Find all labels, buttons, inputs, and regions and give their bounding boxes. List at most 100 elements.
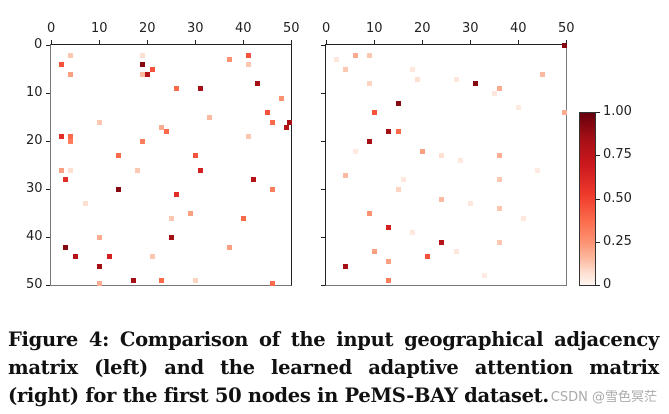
heatmap-cell (386, 259, 392, 264)
heatmap-cell (496, 239, 502, 245)
colorbar-tick-label: 0.25 (603, 233, 632, 249)
x-tick-label: 20 (414, 21, 431, 36)
x-tick-label: 50 (283, 21, 300, 36)
heatmap-cell (269, 281, 275, 286)
heatmap-cell (482, 273, 488, 279)
heatmap-cell (400, 177, 406, 183)
heatmap-cell (468, 201, 473, 207)
x-tick-mark (99, 40, 100, 44)
colorbar (579, 112, 596, 286)
heatmap-cell (250, 177, 256, 183)
heatmap-cell (245, 62, 251, 68)
heatmap-cell (63, 177, 69, 183)
heatmap-cell (173, 191, 179, 197)
y-tick-label: 40 (26, 229, 43, 244)
heatmap-cell (193, 153, 198, 159)
heatmap-cell (439, 239, 445, 245)
y-tick-label: 50 (26, 277, 43, 292)
heatmap-cell (492, 91, 497, 96)
heatmap-cell (68, 134, 74, 140)
y-tick-mark (46, 141, 50, 142)
heatmap-cell (496, 177, 502, 183)
y-tick-mark (46, 45, 50, 46)
x-tick-label: 20 (139, 21, 156, 36)
colorbar-tick-mark (596, 241, 600, 243)
x-tick-label: 10 (366, 21, 383, 36)
colorbar-tick-label: 0.75 (603, 147, 632, 163)
adjacency-matrix-heatmap (50, 44, 292, 286)
heatmap-cell (58, 134, 64, 140)
heatmap-cell (255, 81, 261, 87)
heatmap-cell (145, 71, 150, 77)
watermark: CSDN @雪色冥茫 (550, 390, 657, 405)
heatmap-cell (424, 254, 430, 260)
y-tick-mark (321, 45, 325, 46)
heatmap-cell (245, 134, 251, 140)
heatmap-cell (496, 86, 502, 92)
y-tick-label: 30 (26, 181, 43, 196)
x-tick-label: 0 (47, 21, 56, 36)
x-tick-label: 0 (322, 21, 331, 36)
heatmap-cell (453, 249, 459, 255)
heatmap-cell (164, 129, 170, 135)
heatmap-cell (68, 139, 74, 144)
heatmap-cell (343, 172, 349, 178)
heatmap-cell (130, 278, 136, 284)
heatmap-cell (135, 167, 141, 173)
x-tick-label: 50 (558, 21, 575, 36)
heatmap-cell (343, 263, 349, 269)
heatmap-cell (159, 124, 165, 130)
heatmap-cell (287, 119, 292, 125)
colorbar-tick-mark (596, 112, 600, 113)
x-tick-mark (470, 40, 471, 44)
heatmap-cell (58, 167, 64, 173)
heatmap-cell (226, 244, 232, 250)
x-tick-mark (147, 40, 148, 44)
heatmap-cell (520, 215, 526, 221)
x-tick-label: 30 (187, 21, 204, 36)
heatmap-cell (562, 110, 567, 116)
x-tick-mark (422, 40, 423, 44)
heatmap-cell (63, 244, 69, 250)
heatmap-cell (372, 249, 377, 255)
x-tick-mark (518, 40, 519, 44)
heatmap-cell (562, 43, 567, 48)
heatmap-cell (149, 254, 155, 260)
y-tick-label: 10 (26, 85, 43, 100)
heatmap-cell (458, 158, 464, 164)
heatmap-cell (169, 235, 174, 240)
heatmap-cell (58, 62, 64, 68)
y-tick-label: 0 (34, 37, 43, 52)
y-tick-mark (321, 285, 325, 286)
colorbar-tick-label: 1.00 (603, 104, 632, 119)
heatmap-cell (97, 263, 102, 269)
heatmap-cell (140, 71, 146, 77)
heatmap-cell (386, 129, 392, 135)
x-tick-label: 40 (235, 21, 252, 36)
heatmap-cell (188, 211, 194, 216)
y-tick-mark (321, 141, 325, 142)
y-tick-mark (321, 189, 325, 190)
heatmap-cell (97, 119, 102, 125)
x-tick-mark (374, 40, 375, 44)
y-tick-mark (321, 237, 325, 238)
y-tick-mark (46, 285, 50, 286)
heatmap-cell (140, 52, 146, 58)
colorbar-tick-mark (596, 155, 600, 157)
heatmap-cell (169, 215, 174, 221)
heatmap-cell (269, 187, 275, 192)
heatmap-cell (68, 167, 74, 173)
x-tick-mark (243, 40, 244, 44)
heatmap-cell (472, 81, 478, 87)
heatmap-cell (97, 235, 102, 240)
heatmap-cell (197, 86, 203, 92)
heatmap-cell (245, 52, 251, 58)
heatmap-cell (73, 254, 78, 260)
heatmap-cell (396, 100, 401, 106)
heatmap-cell (333, 57, 339, 63)
heatmap-cell (106, 254, 112, 260)
x-tick-label: 40 (510, 21, 527, 36)
heatmap-cell (396, 187, 401, 192)
heatmap-cell (68, 71, 74, 77)
heatmap-cell (420, 148, 425, 154)
